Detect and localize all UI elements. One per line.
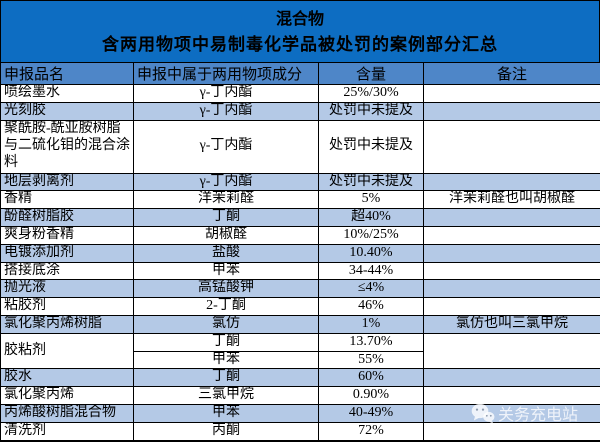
cell-content: 60% <box>318 368 424 388</box>
cell-remark <box>423 101 600 121</box>
table-row: 光刻胶 γ-丁内酯 处罚中未提及 <box>0 101 600 121</box>
title-line-1: 混合物 <box>275 11 324 28</box>
cell-product-name: 聚酰胺-酰亚胺树脂与二硫化钼的混合涂料 <box>0 119 134 174</box>
cell-remark <box>423 332 600 370</box>
cell-remark <box>423 368 600 388</box>
table-row: 丙烯酸树脂混合物 甲苯 40-49% <box>0 403 600 423</box>
cell-content: 46% <box>318 297 424 316</box>
cases-table: 申报品名 申报中属于两用物项成分 含量 备注 喷绘墨水 γ-丁内酯 25%/30… <box>0 62 600 442</box>
cell-component: γ-丁内酯 <box>133 119 319 174</box>
table-row: 胶粘剂 丁酮 13.70% <box>0 332 600 370</box>
cell-component: γ-丁内酯 <box>133 172 319 192</box>
cell-remark <box>423 119 600 174</box>
cell-product-name: 氯化聚丙烯树脂 <box>0 314 134 334</box>
cell-component: γ-丁内酯 <box>133 84 319 103</box>
col-header-remark: 备注 <box>423 62 600 85</box>
cell-content: 0.90% <box>318 386 424 405</box>
cell-component: 丁酮 <box>133 208 319 227</box>
table-row: 氯化聚丙烯树脂 氯仿 1% 氯仿也叫三氯甲烷 <box>0 314 600 334</box>
table-row: 聚酰胺-酰亚胺树脂与二硫化钼的混合涂料 γ-丁内酯 处罚中未提及 <box>0 119 600 174</box>
cell-component: 甲苯 <box>133 350 319 370</box>
cell-component: 盐酸 <box>133 243 319 263</box>
table-row: 地层剥离剂 γ-丁内酯 处罚中未提及 <box>0 172 600 192</box>
cell-content: 1% <box>318 314 424 334</box>
cell-remark <box>423 297 600 316</box>
cell-product-name: 酚醛树脂胶 <box>0 208 134 227</box>
cell-product-name: 搭接底涂 <box>0 261 134 281</box>
cell-remark <box>423 208 600 227</box>
cell-product-name: 粘胶剂 <box>0 297 134 316</box>
cell-product-name: 氯化聚丙烯 <box>0 386 134 405</box>
cell-component: 丙酮 <box>133 421 319 442</box>
cell-content: 5% <box>318 190 424 210</box>
cell-component: 高锰酸钾 <box>133 279 319 299</box>
cell-product-name: 清洗剂 <box>0 421 134 442</box>
table-row: 氯化聚丙烯 三氯甲烷 0.90% <box>0 386 600 405</box>
cell-product-name: 抛光液 <box>0 279 134 299</box>
cell-component: 甲苯 <box>133 261 319 281</box>
cell-remark <box>423 225 600 245</box>
cell-content: 10%/25% <box>318 225 424 245</box>
cell-content: 13.70% <box>318 332 424 352</box>
cell-component: 2-丁酮 <box>133 297 319 316</box>
cell-content: 处罚中未提及 <box>318 172 424 192</box>
header-row: 申报品名 申报中属于两用物项成分 含量 备注 <box>0 62 600 85</box>
cell-component: 胡椒醛 <box>133 225 319 245</box>
table-title: 混合物 含两用物项中易制毒化学品被处罚的案例部分汇总 <box>0 0 600 62</box>
cell-content: 10.40% <box>318 243 424 263</box>
cell-remark <box>423 403 600 423</box>
cell-content: 55% <box>318 350 424 370</box>
title-line-2: 含两用物项中易制毒化学品被处罚的案例部分汇总 <box>102 35 498 54</box>
cell-component: 洋茉莉醛 <box>133 190 319 210</box>
cell-product-name: 胶水 <box>0 368 134 388</box>
table-row: 胶水 丁酮 60% <box>0 368 600 388</box>
cell-remark <box>423 243 600 263</box>
cell-remark <box>423 421 600 442</box>
cell-component: γ-丁内酯 <box>133 101 319 121</box>
cell-remark <box>423 84 600 103</box>
cell-remark <box>423 172 600 192</box>
cell-component: 丁酮 <box>133 368 319 388</box>
table-row: 搭接底涂 甲苯 34-44% <box>0 261 600 281</box>
cell-product-name: 光刻胶 <box>0 101 134 121</box>
cell-component: 甲苯 <box>133 403 319 423</box>
cell-content: 72% <box>318 421 424 442</box>
table-row: 喷绘墨水 γ-丁内酯 25%/30% <box>0 84 600 103</box>
col-header-product-name: 申报品名 <box>0 62 134 85</box>
table-row: 清洗剂 丙酮 72% <box>0 421 600 442</box>
cell-product-name: 地层剥离剂 <box>0 172 134 192</box>
cell-remark <box>423 386 600 405</box>
cell-component: 丁酮 <box>133 332 319 352</box>
cell-content: 34-44% <box>318 261 424 281</box>
cell-remark: 氯仿也叫三氯甲烷 <box>423 314 600 334</box>
table-row: 电镀添加剂 盐酸 10.40% <box>0 243 600 263</box>
table-row: 爽身粉香精 胡椒醛 10%/25% <box>0 225 600 245</box>
cell-component: 氯仿 <box>133 314 319 334</box>
table-row: 酚醛树脂胶 丁酮 超40% <box>0 208 600 227</box>
cell-remark: 洋茉莉醛也叫胡椒醛 <box>423 190 600 210</box>
cell-product-name: 香精 <box>0 190 134 210</box>
cell-content: ≤4% <box>318 279 424 299</box>
cell-product-name: 电镀添加剂 <box>0 243 134 263</box>
cell-component: 三氯甲烷 <box>133 386 319 405</box>
cell-remark <box>423 279 600 299</box>
cell-product-name: 爽身粉香精 <box>0 225 134 245</box>
cell-content: 25%/30% <box>318 84 424 103</box>
cell-content: 超40% <box>318 208 424 227</box>
cell-content: 40-49% <box>318 403 424 423</box>
table-row: 抛光液 高锰酸钾 ≤4% <box>0 279 600 299</box>
cell-content: 处罚中未提及 <box>318 101 424 121</box>
cell-product-name: 喷绘墨水 <box>0 84 134 103</box>
table-row: 香精 洋茉莉醛 5% 洋茉莉醛也叫胡椒醛 <box>0 190 600 210</box>
cell-content: 处罚中未提及 <box>318 119 424 174</box>
cell-product-name: 丙烯酸树脂混合物 <box>0 403 134 423</box>
col-header-component: 申报中属于两用物项成分 <box>133 62 319 85</box>
col-header-content: 含量 <box>318 62 424 85</box>
cell-product-name: 胶粘剂 <box>0 332 134 370</box>
table-row: 粘胶剂 2-丁酮 46% <box>0 297 600 316</box>
cell-remark <box>423 261 600 281</box>
